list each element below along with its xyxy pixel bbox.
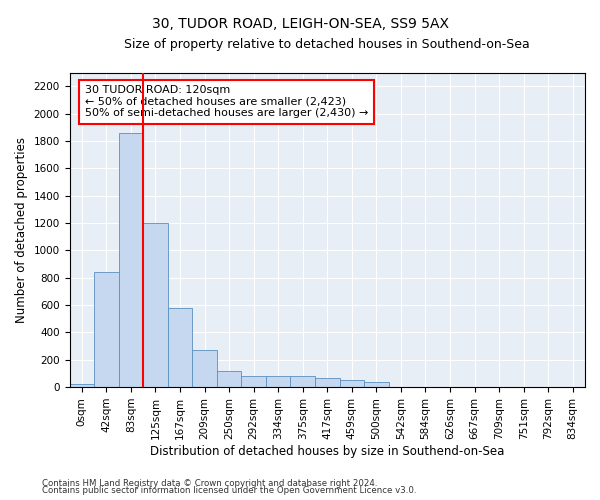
Bar <box>290 376 315 387</box>
Text: 30 TUDOR ROAD: 120sqm
← 50% of detached houses are smaller (2,423)
50% of semi-d: 30 TUDOR ROAD: 120sqm ← 50% of detached … <box>85 85 368 118</box>
Bar <box>217 370 241 387</box>
Text: 30, TUDOR ROAD, LEIGH-ON-SEA, SS9 5AX: 30, TUDOR ROAD, LEIGH-ON-SEA, SS9 5AX <box>151 18 449 32</box>
Bar <box>94 272 119 387</box>
Text: Contains HM Land Registry data © Crown copyright and database right 2024.: Contains HM Land Registry data © Crown c… <box>42 478 377 488</box>
Bar <box>340 380 364 387</box>
Y-axis label: Number of detached properties: Number of detached properties <box>15 137 28 323</box>
Title: Size of property relative to detached houses in Southend-on-Sea: Size of property relative to detached ho… <box>124 38 530 51</box>
Bar <box>241 376 266 387</box>
Bar <box>168 308 192 387</box>
Bar <box>143 223 168 387</box>
Bar <box>70 384 94 387</box>
Bar <box>192 350 217 387</box>
X-axis label: Distribution of detached houses by size in Southend-on-Sea: Distribution of detached houses by size … <box>150 444 505 458</box>
Bar <box>119 132 143 387</box>
Text: Contains public sector information licensed under the Open Government Licence v3: Contains public sector information licen… <box>42 486 416 495</box>
Bar <box>315 378 340 387</box>
Bar <box>266 376 290 387</box>
Bar <box>364 382 389 387</box>
